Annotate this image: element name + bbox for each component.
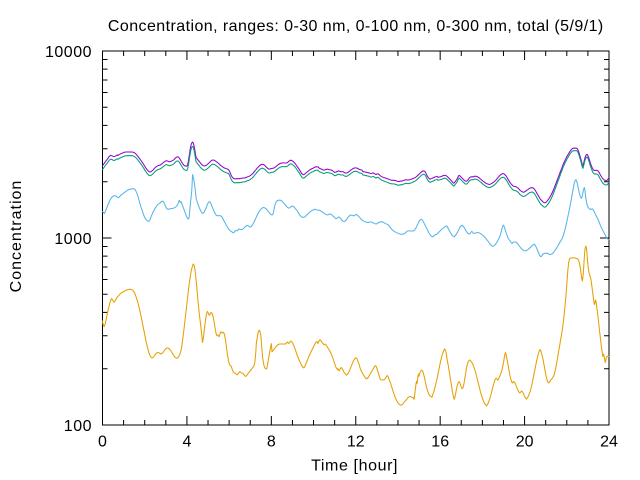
- svg-text:Time [hour]: Time [hour]: [311, 458, 398, 475]
- svg-text:20: 20: [516, 434, 534, 451]
- svg-text:12: 12: [347, 434, 365, 451]
- svg-text:10000: 10000: [45, 44, 92, 61]
- svg-text:16: 16: [431, 434, 449, 451]
- svg-text:100: 100: [64, 418, 92, 435]
- svg-text:1000: 1000: [54, 231, 92, 248]
- svg-text:24: 24: [600, 434, 618, 451]
- svg-text:Concentration: Concentration: [8, 180, 25, 293]
- svg-text:Concentration, ranges: 0-30 nm: Concentration, ranges: 0-30 nm, 0-100 nm…: [108, 18, 604, 35]
- svg-text:8: 8: [267, 434, 276, 451]
- svg-text:4: 4: [182, 434, 191, 451]
- svg-text:0: 0: [98, 434, 107, 451]
